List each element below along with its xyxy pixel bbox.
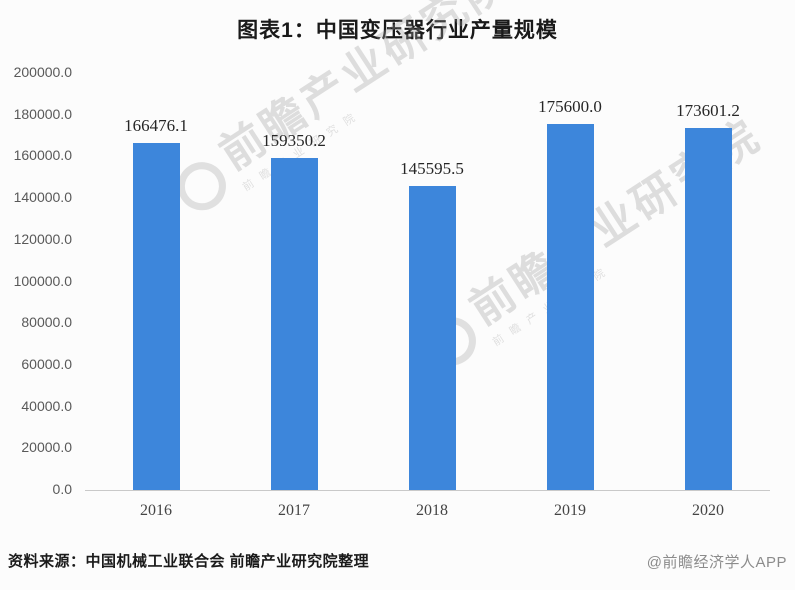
bar-2019 [546, 123, 594, 490]
y-axis-tick-label: 20000.0 [21, 439, 72, 456]
x-axis-tick-label: 2020 [692, 502, 724, 519]
credit-text: @前瞻经济学人APP [646, 554, 787, 571]
bar-value-label: 175600.0 [538, 96, 602, 116]
chart-title: 图表1：中国变压器行业产量规模 [237, 19, 558, 42]
x-axis-tick-label: 2016 [140, 502, 172, 519]
x-axis-tick-label: 2019 [554, 502, 586, 519]
bar-value-label: 166476.1 [124, 115, 188, 135]
y-axis-tick-label: 40000.0 [21, 397, 72, 414]
bar-value-label: 173601.2 [676, 101, 740, 121]
bar-2017 [270, 157, 318, 490]
bar-value-label: 145595.5 [400, 159, 464, 179]
y-axis-tick-label: 120000.0 [13, 230, 72, 247]
bar-2018 [408, 186, 456, 490]
y-axis-tick-label: 140000.0 [13, 189, 72, 206]
y-axis-tick-label: 180000.0 [13, 105, 72, 122]
y-axis-tick-label: 80000.0 [21, 314, 72, 331]
y-axis-tick-label: 200000.0 [13, 64, 72, 80]
x-axis-tick-label: 2018 [416, 502, 448, 519]
x-axis-tick-label: 2017 [278, 502, 310, 519]
bar-2020 [684, 128, 732, 490]
bar-value-label: 159350.2 [262, 130, 326, 150]
y-axis-tick-label: 60000.0 [21, 355, 72, 372]
bar-2016 [132, 142, 180, 490]
watermark-subtext: 前瞻产业研究院 [489, 153, 780, 349]
data-source-text: 资料来源：中国机械工业联合会 前瞻产业研究院整理 [8, 553, 370, 570]
y-axis-tick-label: 100000.0 [13, 272, 72, 289]
x-axis-baseline [85, 490, 770, 491]
y-axis-tick-label: 0.0 [52, 481, 72, 497]
y-axis-tick-label: 160000.0 [13, 147, 72, 164]
